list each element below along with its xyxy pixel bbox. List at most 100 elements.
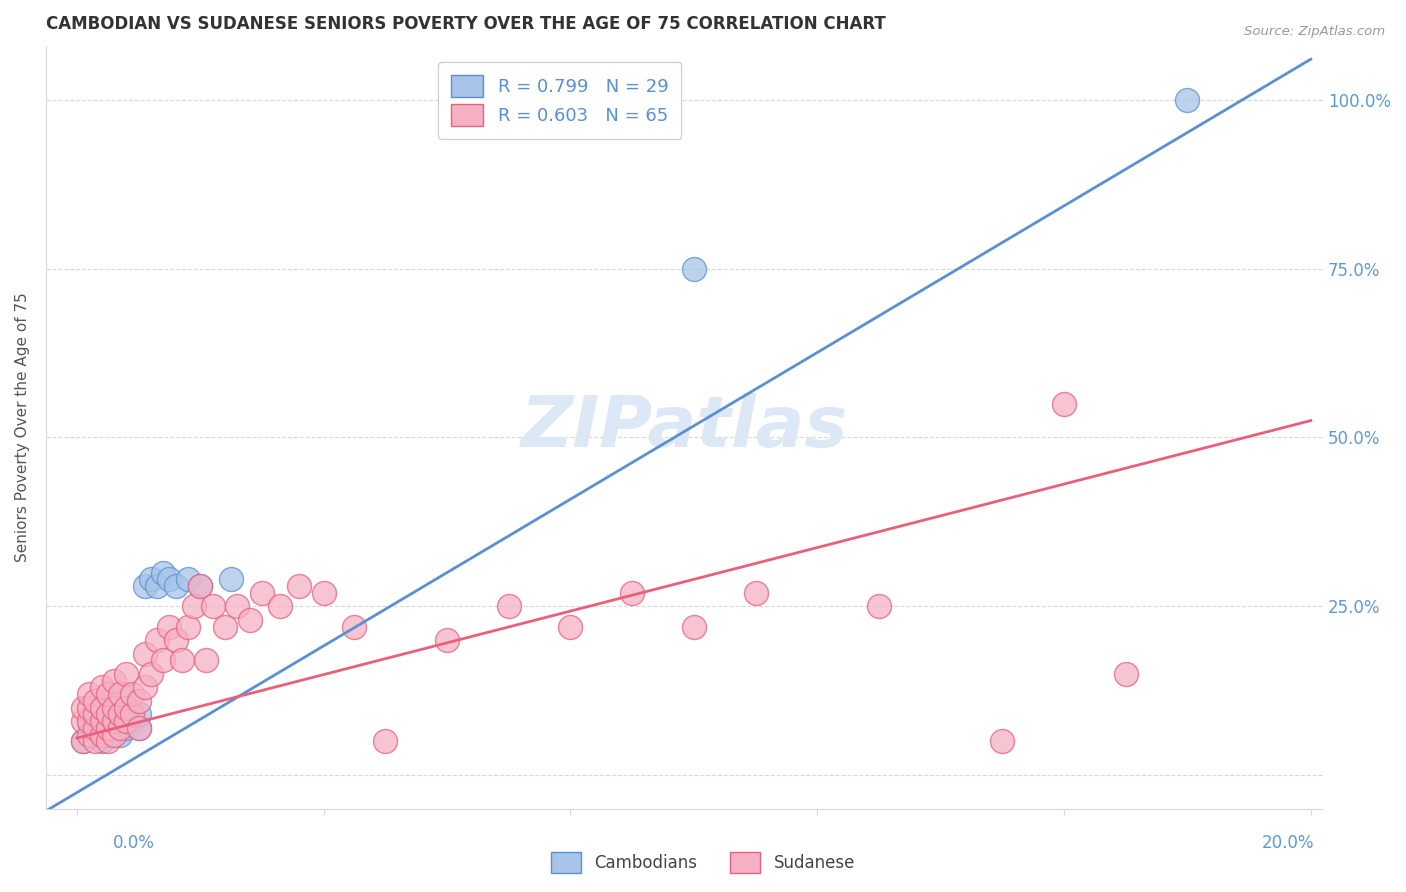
Point — [146, 633, 169, 648]
Point — [97, 687, 120, 701]
Point — [177, 619, 200, 633]
Point — [288, 579, 311, 593]
Point — [188, 579, 211, 593]
Point — [239, 613, 262, 627]
Point — [312, 586, 335, 600]
Point — [146, 579, 169, 593]
Point — [868, 599, 890, 614]
Point — [1115, 666, 1137, 681]
Point — [108, 728, 131, 742]
Point — [72, 714, 94, 729]
Point — [103, 728, 125, 742]
Text: ZIPatlas: ZIPatlas — [520, 392, 848, 462]
Point — [103, 700, 125, 714]
Point — [97, 728, 120, 742]
Point — [84, 728, 107, 742]
Legend: R = 0.799   N = 29, R = 0.603   N = 65: R = 0.799 N = 29, R = 0.603 N = 65 — [439, 62, 681, 139]
Point — [115, 714, 138, 729]
Point — [250, 586, 273, 600]
Point — [436, 633, 458, 648]
Point — [139, 666, 162, 681]
Point — [97, 734, 120, 748]
Point — [84, 721, 107, 735]
Text: 0.0%: 0.0% — [112, 834, 155, 852]
Point — [1053, 397, 1076, 411]
Point — [115, 700, 138, 714]
Point — [744, 586, 766, 600]
Point — [134, 647, 156, 661]
Point — [108, 707, 131, 722]
Point — [77, 728, 100, 742]
Point — [269, 599, 291, 614]
Point — [170, 653, 193, 667]
Point — [195, 653, 218, 667]
Point — [90, 714, 112, 729]
Point — [219, 572, 242, 586]
Point — [128, 721, 150, 735]
Point — [108, 707, 131, 722]
Point — [90, 734, 112, 748]
Text: Source: ZipAtlas.com: Source: ZipAtlas.com — [1244, 25, 1385, 38]
Point — [128, 721, 150, 735]
Point — [134, 681, 156, 695]
Point — [72, 734, 94, 748]
Point — [103, 700, 125, 714]
Point — [103, 721, 125, 735]
Point — [115, 721, 138, 735]
Point — [121, 714, 143, 729]
Point — [165, 633, 187, 648]
Point — [157, 572, 180, 586]
Point — [84, 694, 107, 708]
Point — [682, 619, 704, 633]
Point — [97, 707, 120, 722]
Point — [128, 694, 150, 708]
Point — [343, 619, 366, 633]
Point — [97, 707, 120, 722]
Point — [90, 681, 112, 695]
Point — [157, 619, 180, 633]
Point — [498, 599, 520, 614]
Point — [97, 721, 120, 735]
Text: CAMBODIAN VS SUDANESE SENIORS POVERTY OVER THE AGE OF 75 CORRELATION CHART: CAMBODIAN VS SUDANESE SENIORS POVERTY OV… — [46, 15, 886, 33]
Point — [134, 579, 156, 593]
Point — [115, 700, 138, 714]
Point — [108, 721, 131, 735]
Point — [77, 687, 100, 701]
Text: 20.0%: 20.0% — [1263, 834, 1315, 852]
Point — [183, 599, 205, 614]
Y-axis label: Seniors Poverty Over the Age of 75: Seniors Poverty Over the Age of 75 — [15, 293, 30, 562]
Point — [72, 734, 94, 748]
Point — [214, 619, 236, 633]
Point — [77, 714, 100, 729]
Point — [128, 707, 150, 722]
Point — [374, 734, 396, 748]
Point — [90, 714, 112, 729]
Point — [108, 687, 131, 701]
Point — [560, 619, 582, 633]
Point — [121, 687, 143, 701]
Point — [72, 700, 94, 714]
Point — [77, 714, 100, 729]
Point — [201, 599, 224, 614]
Point — [165, 579, 187, 593]
Point — [1177, 93, 1199, 107]
Point — [139, 572, 162, 586]
Point — [177, 572, 200, 586]
Point — [84, 721, 107, 735]
Point — [84, 734, 107, 748]
Point — [682, 261, 704, 276]
Point — [152, 566, 174, 580]
Point — [77, 700, 100, 714]
Point — [103, 673, 125, 688]
Point — [991, 734, 1014, 748]
Point — [90, 728, 112, 742]
Point — [621, 586, 644, 600]
Point — [103, 714, 125, 729]
Point — [226, 599, 249, 614]
Point — [115, 666, 138, 681]
Point — [152, 653, 174, 667]
Point — [188, 579, 211, 593]
Point — [90, 700, 112, 714]
Legend: Cambodians, Sudanese: Cambodians, Sudanese — [544, 846, 862, 880]
Point — [84, 707, 107, 722]
